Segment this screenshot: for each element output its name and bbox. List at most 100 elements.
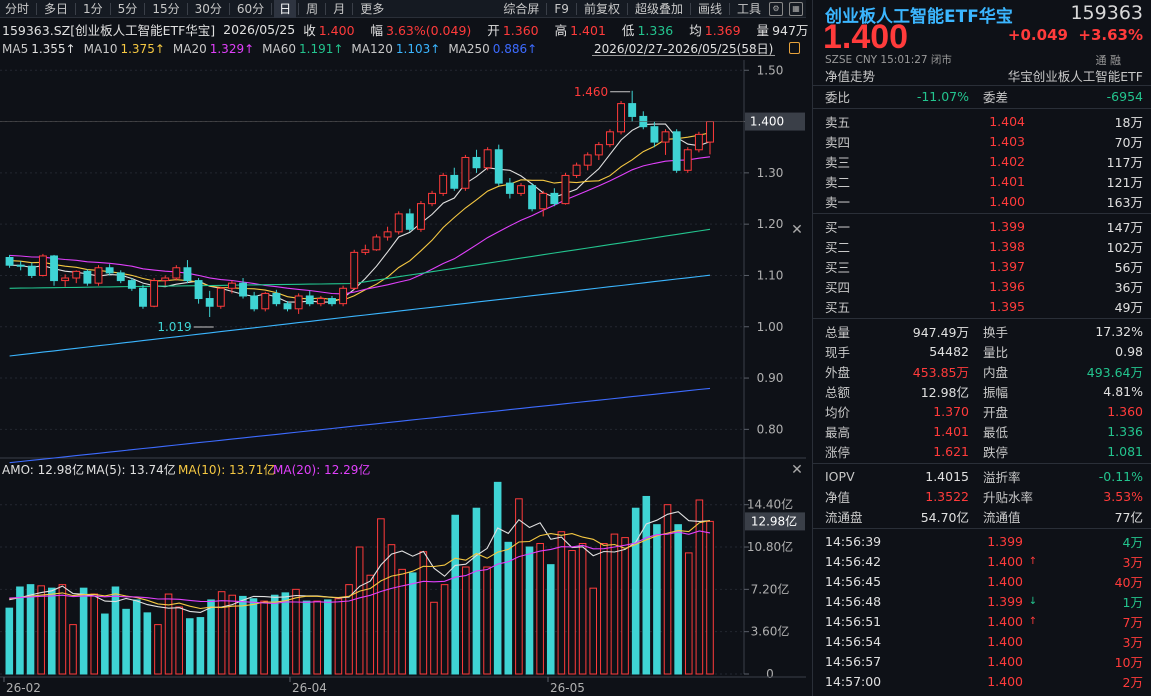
settings-icon[interactable]: ▦ (789, 1, 803, 16)
nav-trend-row[interactable]: 净值走势 华宝创业板人工智能ETF (813, 66, 1151, 86)
tool-button-0[interactable]: 综合屏 (503, 1, 540, 16)
period-tab-7[interactable]: 日 (274, 0, 297, 18)
close-icon[interactable]: ✕ (791, 222, 803, 238)
volume-bar (154, 624, 162, 675)
period-tab-0[interactable]: 分时 (5, 1, 30, 16)
period-tab-4[interactable]: 15分 (152, 1, 180, 16)
toolbar-separator (109, 2, 111, 15)
candle-body (16, 264, 25, 267)
gear-icon[interactable]: ⚙ (769, 1, 783, 16)
order-label: 买五 (825, 299, 851, 315)
ask-row[interactable]: 卖三 1.402 117万 (813, 151, 1151, 171)
period-tab-2[interactable]: 1分 (83, 1, 103, 16)
stat-value: -0.11% (1098, 468, 1143, 484)
y-tick-label: 1.20 (757, 217, 784, 231)
lock-icon[interactable] (789, 42, 800, 54)
volume-bar (493, 481, 502, 675)
volume-bar (122, 608, 130, 675)
order-volume: 18万 (1114, 114, 1143, 130)
close-icon[interactable]: ✕ (791, 462, 803, 478)
period-tab-6[interactable]: 60分 (236, 1, 265, 16)
stat-label: 流通盘 (825, 509, 863, 525)
order-label: 买四 (825, 279, 851, 295)
stat-label: 均价 (825, 404, 851, 420)
stat-row: 均价 1.370 开盘 1.360 (813, 401, 1151, 421)
ask-row[interactable]: 卖一 1.400 163万 (813, 191, 1151, 211)
y-tick-label: 1.30 (757, 166, 784, 180)
volume-bar (196, 617, 205, 675)
period-toolbar: 分时 多日 1分 5分 15分 30分 60分日周月更多 综合屏 F9 前复权 超级叠加 画线 工具 ⚙ ▦ (0, 0, 806, 18)
candle-body (72, 270, 81, 279)
volume-bar (16, 586, 24, 675)
stat-label: 溢折率 (983, 469, 1021, 485)
period-tab-9[interactable]: 月 (333, 1, 346, 16)
order-label: 卖三 (825, 154, 851, 170)
volume-bar (557, 531, 566, 675)
candle-body (628, 103, 637, 117)
tick-time: 15:00:00 (825, 694, 905, 696)
candle-body (405, 213, 414, 230)
candle-body (505, 182, 514, 194)
period-tab-1[interactable]: 多日 (44, 1, 69, 16)
bid-row[interactable]: 买四 1.396 36万 (813, 276, 1151, 296)
volume-bar (281, 592, 290, 675)
webi-row: 委比 -11.07% 委差 -6954 (825, 88, 1143, 105)
tool-button-4[interactable]: 画线 (697, 1, 722, 16)
toolbar-separator (728, 2, 730, 15)
date-range-selector[interactable]: 2026/02/27-2026/05/25(58日) (592, 42, 776, 56)
ma-legend-value: 1.191↑ (299, 42, 344, 56)
stat-label: 量比 (983, 344, 1009, 360)
arrow-down-icon: ↓ (1028, 595, 1038, 607)
volume-bar (334, 598, 343, 675)
candle-body (561, 174, 570, 205)
panel-price: 1.400 (823, 18, 909, 56)
candle-body (150, 280, 159, 307)
period-tab-5[interactable]: 30分 (194, 1, 222, 16)
period-tab-3[interactable]: 5分 (117, 1, 138, 16)
period-tab-8[interactable]: 周 (306, 1, 319, 16)
volume-bar (345, 584, 353, 675)
candle-body (105, 267, 114, 274)
tool-button-5[interactable]: 工具 (736, 1, 761, 16)
candle-body (461, 156, 470, 189)
ask-row[interactable]: 卖二 1.401 121万 (813, 171, 1151, 191)
tick-price: 1.400 (987, 673, 1023, 689)
y-tick-label: 0.90 (757, 371, 784, 385)
order-label: 买一 (825, 219, 851, 235)
order-label: 买三 (825, 259, 851, 275)
stat-label: 换手 (983, 324, 1009, 340)
volume-bar (270, 594, 279, 675)
order-volume: 36万 (1114, 279, 1143, 295)
tool-button-2[interactable]: 前复权 (583, 1, 620, 16)
volume-bar (313, 600, 321, 675)
candle-body (394, 213, 403, 233)
change-item: 幅 3.63%(0.049) (370, 22, 472, 38)
bid-row[interactable]: 买五 1.395 49万 (813, 296, 1151, 316)
bid-row[interactable]: 买三 1.397 56万 (813, 256, 1151, 276)
bid-row[interactable]: 买二 1.398 102万 (813, 236, 1151, 256)
order-price: 1.395 (989, 298, 1025, 314)
toolbar-separator (75, 2, 77, 15)
candle-body (528, 185, 537, 210)
tick-price: 1.400 (987, 653, 1023, 669)
kline-chart[interactable]: 1.501.401.301.201.101.000.900.801.4601.0… (0, 0, 806, 696)
candle-body (294, 295, 303, 310)
candle-body (239, 282, 247, 297)
bid-book: 买一 1.399 147万 买二 1.398 102万 买三 1.397 56万 买四 1.396 3… (813, 216, 1151, 316)
bid-row[interactable]: 买一 1.399 147万 (813, 216, 1151, 236)
stat-row: 最高 1.401 最低 1.336 (813, 421, 1151, 441)
order-volume: 117万 (1106, 154, 1143, 170)
period-tab-10[interactable]: 更多 (360, 1, 385, 16)
volume-bar (578, 542, 587, 675)
candle-body (350, 251, 359, 289)
tool-button-1[interactable]: F9 (554, 1, 569, 16)
volume-bar (653, 524, 661, 675)
x-tick-label: 26-05 (550, 681, 585, 695)
tick-volume: 10万 (1114, 654, 1143, 670)
ask-row[interactable]: 卖五 1.404 18万 (813, 111, 1151, 131)
tool-button-3[interactable]: 超级叠加 (634, 1, 683, 16)
ask-row[interactable]: 卖四 1.403 70万 (813, 131, 1151, 151)
amo-ma10-line (9, 519, 711, 610)
panel-code: 159363 (1070, 2, 1143, 24)
candle-body (550, 192, 559, 205)
